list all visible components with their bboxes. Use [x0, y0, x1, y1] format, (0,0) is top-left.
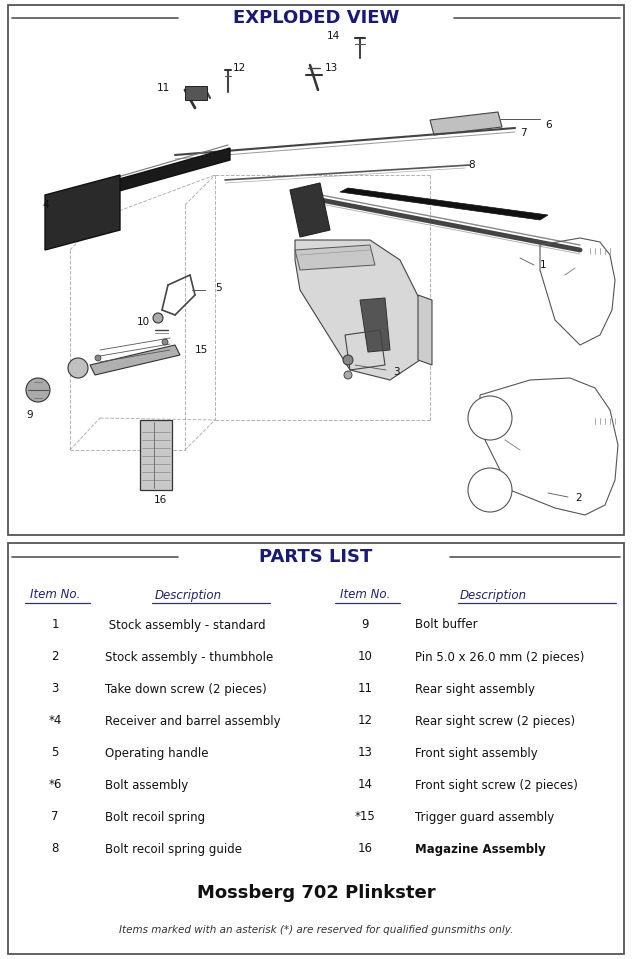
- Text: 13: 13: [358, 746, 372, 760]
- Text: *15: *15: [355, 810, 375, 824]
- Text: Bolt recoil spring: Bolt recoil spring: [105, 810, 205, 824]
- Text: Rear sight assembly: Rear sight assembly: [415, 683, 535, 695]
- Text: *4: *4: [48, 714, 62, 728]
- Text: 16: 16: [154, 495, 167, 505]
- Text: 13: 13: [325, 63, 338, 73]
- Text: 7: 7: [520, 128, 526, 138]
- Bar: [8, 5, 624, 535]
- Polygon shape: [290, 183, 330, 237]
- Text: Bolt buffer: Bolt buffer: [415, 619, 478, 631]
- Bar: [60, 207, 75, 215]
- Text: 9: 9: [27, 410, 33, 420]
- Circle shape: [162, 339, 168, 345]
- Text: 7: 7: [51, 810, 59, 824]
- Polygon shape: [90, 345, 180, 375]
- Text: Mossberg 702 Plinkster: Mossberg 702 Plinkster: [197, 884, 435, 902]
- Text: 1: 1: [540, 260, 547, 270]
- Polygon shape: [295, 245, 375, 270]
- Text: Receiver and barrel assembly: Receiver and barrel assembly: [105, 714, 281, 728]
- Text: Stock assembly - standard: Stock assembly - standard: [105, 619, 265, 631]
- Text: 11: 11: [358, 683, 372, 695]
- Text: Pin 5.0 x 26.0 mm (2 pieces): Pin 5.0 x 26.0 mm (2 pieces): [415, 650, 585, 664]
- Circle shape: [153, 313, 163, 323]
- Circle shape: [68, 358, 88, 378]
- Text: 3: 3: [393, 367, 399, 377]
- Text: Trigger guard assembly: Trigger guard assembly: [415, 810, 554, 824]
- Polygon shape: [418, 295, 432, 365]
- Text: 14: 14: [327, 31, 340, 41]
- Circle shape: [26, 378, 50, 402]
- Text: 2: 2: [51, 650, 59, 664]
- Polygon shape: [360, 298, 390, 352]
- Text: 4: 4: [42, 200, 49, 210]
- Circle shape: [95, 355, 101, 361]
- Text: 5: 5: [51, 746, 59, 760]
- Text: 10: 10: [137, 317, 150, 327]
- Polygon shape: [62, 148, 230, 207]
- Text: 6: 6: [545, 120, 552, 130]
- Text: Magazine Assembly: Magazine Assembly: [415, 843, 546, 855]
- Circle shape: [344, 371, 352, 379]
- Text: Item No.: Item No.: [340, 589, 390, 601]
- Text: Operating handle: Operating handle: [105, 746, 209, 760]
- Text: Front sight assembly: Front sight assembly: [415, 746, 538, 760]
- Polygon shape: [45, 175, 120, 250]
- Text: 5: 5: [215, 283, 222, 293]
- Text: Take down screw (2 pieces): Take down screw (2 pieces): [105, 683, 267, 695]
- Text: 2: 2: [575, 493, 581, 503]
- Text: 16: 16: [358, 843, 372, 855]
- Text: Front sight screw (2 pieces): Front sight screw (2 pieces): [415, 779, 578, 791]
- Text: 11: 11: [157, 83, 170, 93]
- Circle shape: [468, 468, 512, 512]
- Circle shape: [343, 355, 353, 365]
- Text: Stock assembly - thumbhole: Stock assembly - thumbhole: [105, 650, 273, 664]
- Text: Bolt recoil spring guide: Bolt recoil spring guide: [105, 843, 242, 855]
- Polygon shape: [295, 240, 430, 380]
- Text: Description: Description: [460, 589, 527, 601]
- Text: 15: 15: [195, 345, 209, 355]
- Text: 14: 14: [358, 779, 372, 791]
- Text: Items marked with an asterisk (*) are reserved for qualified gunsmiths only.: Items marked with an asterisk (*) are re…: [119, 925, 513, 935]
- Polygon shape: [340, 188, 548, 220]
- Bar: [8, 543, 624, 954]
- Text: Description: Description: [155, 589, 222, 601]
- Text: 9: 9: [362, 619, 368, 631]
- Text: PARTS LIST: PARTS LIST: [259, 548, 373, 566]
- Text: 3: 3: [51, 683, 59, 695]
- Text: Bolt assembly: Bolt assembly: [105, 779, 188, 791]
- Text: 8: 8: [468, 160, 475, 170]
- Circle shape: [468, 396, 512, 440]
- Text: 12: 12: [358, 714, 372, 728]
- Text: *6: *6: [48, 779, 62, 791]
- Text: Rear sight screw (2 pieces): Rear sight screw (2 pieces): [415, 714, 575, 728]
- Text: 8: 8: [51, 843, 59, 855]
- Bar: [140, 420, 172, 490]
- Polygon shape: [430, 112, 502, 135]
- Text: 10: 10: [358, 650, 372, 664]
- Text: EXPLODED VIEW: EXPLODED VIEW: [233, 9, 399, 27]
- Text: 12: 12: [233, 63, 246, 73]
- Text: 1: 1: [51, 619, 59, 631]
- Bar: [185, 86, 207, 100]
- Text: Item No.: Item No.: [30, 589, 80, 601]
